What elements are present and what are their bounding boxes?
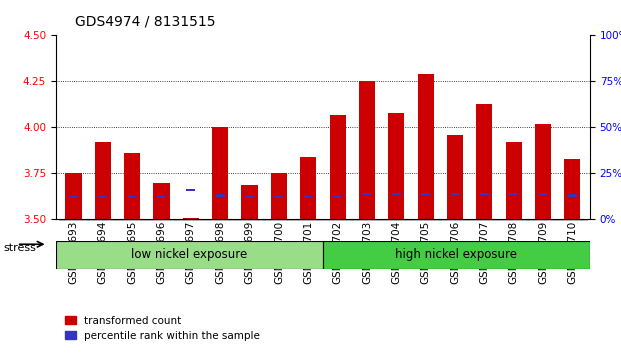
Bar [333, 196, 342, 199]
Bar [242, 184, 258, 219]
Bar [157, 196, 166, 199]
Bar [388, 113, 404, 219]
Legend: transformed count, percentile rank within the sample: transformed count, percentile rank withi… [61, 312, 264, 345]
Bar [271, 173, 287, 219]
Bar [95, 142, 111, 219]
Bar [153, 183, 170, 219]
Bar [98, 196, 107, 199]
Bar [300, 157, 316, 219]
Bar [245, 196, 254, 199]
Bar [330, 115, 346, 219]
Bar [417, 74, 433, 219]
Bar [183, 218, 199, 219]
Bar [538, 193, 548, 195]
Text: high nickel exposure: high nickel exposure [396, 249, 517, 261]
Text: stress: stress [3, 243, 36, 253]
Bar [186, 189, 196, 191]
Bar [359, 81, 375, 219]
Bar [535, 124, 551, 219]
Bar [509, 193, 518, 195]
Bar [363, 193, 371, 195]
Bar [128, 196, 137, 199]
Bar [212, 127, 229, 219]
Bar [421, 193, 430, 195]
Text: GDS4974 / 8131515: GDS4974 / 8131515 [75, 14, 215, 28]
Bar [274, 196, 283, 199]
Bar [215, 194, 225, 197]
Bar [447, 135, 463, 219]
Bar [450, 193, 460, 195]
Bar [480, 193, 489, 195]
Bar [69, 196, 78, 199]
FancyBboxPatch shape [56, 241, 323, 269]
Text: low nickel exposure: low nickel exposure [131, 249, 248, 261]
Bar [124, 153, 140, 219]
FancyBboxPatch shape [323, 241, 590, 269]
Bar [476, 103, 492, 219]
Bar [505, 142, 522, 219]
Bar [304, 196, 313, 199]
Bar [392, 193, 401, 195]
Bar [65, 173, 81, 219]
Bar [568, 194, 577, 197]
Bar [564, 159, 581, 219]
